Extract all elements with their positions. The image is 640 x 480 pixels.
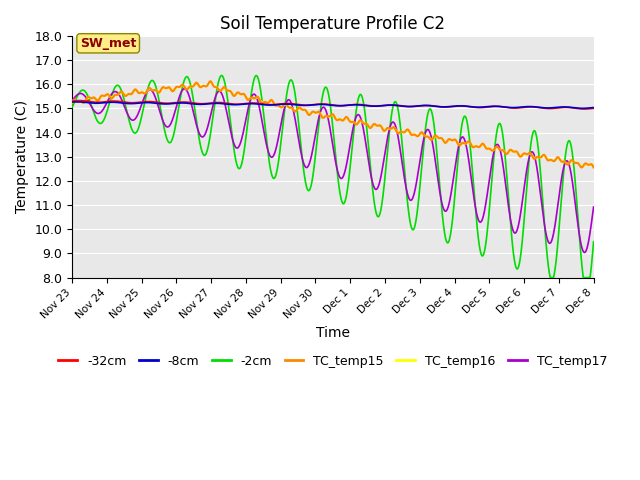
X-axis label: Time: Time [316,326,350,340]
Y-axis label: Temperature (C): Temperature (C) [15,100,29,213]
Title: Soil Temperature Profile C2: Soil Temperature Profile C2 [220,15,445,33]
Legend: -32cm, -8cm, -2cm, TC_temp15, TC_temp16, TC_temp17: -32cm, -8cm, -2cm, TC_temp15, TC_temp16,… [53,350,612,373]
Text: SW_met: SW_met [80,37,136,50]
